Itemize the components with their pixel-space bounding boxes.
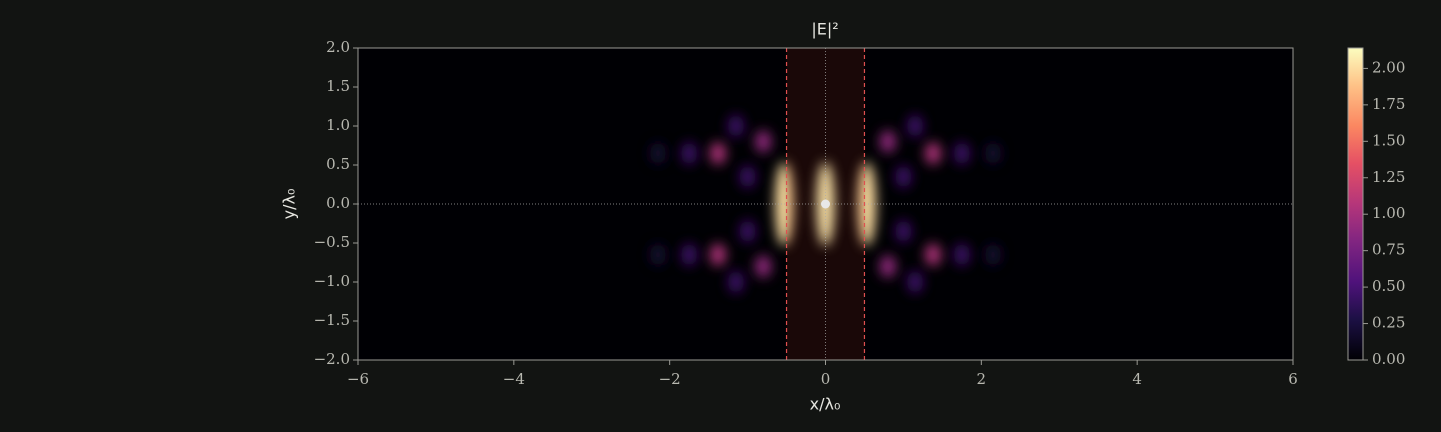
colorbar-tick-label: 1.50 [1372,131,1405,149]
x-tick-label: 6 [1288,370,1298,388]
hotspot [727,271,744,293]
hotspot [739,165,756,188]
colorbar-tick-label: 1.25 [1372,168,1405,186]
y-tick-label: −2.0 [314,350,350,368]
y-tick-label: 1.0 [326,116,350,134]
y-tick-label: −0.5 [314,233,350,251]
colorbar-tick-label: 1.75 [1372,95,1405,113]
hotspot [709,243,726,266]
hotspot [857,162,876,246]
x-tick-label: 4 [1132,370,1142,388]
colorbar-tick-label: 0.50 [1372,277,1405,295]
hotspot [907,271,924,293]
hotspot [925,142,942,165]
x-tick-label: −6 [347,370,369,388]
hotspot [681,243,698,266]
x-tick-label: −2 [659,370,681,388]
hotspot [985,243,1002,266]
y-tick-label: −1.5 [314,311,350,329]
overlay [358,48,1293,360]
hotspot [727,115,744,137]
colorbar-tick-label: 2.00 [1372,58,1405,76]
chart-title: |E|² [811,20,838,39]
x-tick-label: 0 [821,370,831,388]
hotspot [879,130,896,153]
y-axis-label: y/λ₀ [280,189,299,220]
hotspot [985,142,1002,165]
colorbar-tick-label: 1.00 [1372,204,1405,222]
colorbar-tick-label: 0.00 [1372,350,1405,368]
source-marker [821,199,830,209]
y-tick-label: 1.5 [326,77,350,95]
hotspot [879,255,896,278]
hotspot [953,243,970,266]
hotspot [681,142,698,165]
y-tick-label: 0.5 [326,155,350,173]
hotspot [895,220,912,243]
hotspot [755,130,772,153]
heatmap [649,115,1002,293]
hotspot [709,142,726,165]
hotspot [925,243,942,266]
y-tick-label: 0.0 [326,194,350,212]
colorbar-tick-label: 0.75 [1372,241,1405,259]
colorbar-tick-label: 0.25 [1372,314,1405,332]
hotspot [953,142,970,165]
colorbar [1347,47,1364,361]
hotspot [907,115,924,137]
hotspot [649,142,666,165]
x-tick-label: 2 [977,370,987,388]
hotspot [895,165,912,188]
y-tick-label: −1.0 [314,272,350,290]
y-tick-label: 2.0 [326,38,350,56]
x-axis-label: x/λ₀ [810,395,841,414]
x-tick-label: −4 [503,370,525,388]
hotspot [649,243,666,266]
hotspot [739,220,756,243]
hotspot [755,255,772,278]
